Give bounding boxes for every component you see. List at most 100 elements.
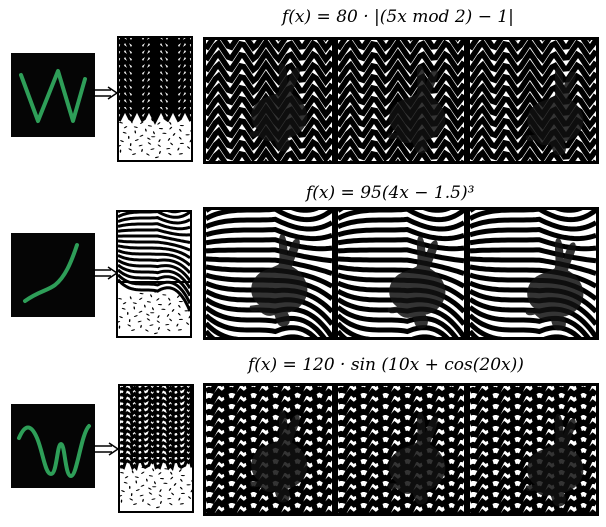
stripe-line	[118, 254, 190, 275]
stripe-line	[206, 305, 327, 337]
stripe-pattern-row-3	[120, 386, 192, 509]
formula-row-3: f(x) = 120 · sin (10x + cos(20x))	[248, 355, 524, 375]
stripe-line	[338, 40, 464, 54]
stripe-line	[206, 419, 332, 440]
stripe-line	[206, 408, 332, 429]
stripe-line	[338, 305, 459, 337]
rabbit-silhouette-icon	[249, 409, 308, 503]
stripe-line	[338, 210, 464, 223]
stripe-line	[340, 147, 464, 161]
stripe-line	[118, 222, 190, 231]
function-curve-icon	[23, 243, 79, 303]
scattered-subject-icon	[119, 114, 191, 159]
stripe-line	[118, 249, 190, 267]
stripe-line	[119, 98, 191, 118]
scattered-subject-icon	[120, 464, 192, 509]
stripe-line	[470, 386, 592, 396]
stripe-line	[470, 40, 596, 65]
stripe-line	[338, 81, 464, 109]
stripe-line	[118, 258, 190, 282]
function-curve-icon	[19, 69, 87, 123]
stripe-line	[470, 210, 596, 223]
result-panel-row-1-c	[467, 37, 599, 164]
stripe-line	[338, 430, 464, 451]
result-panel-row-1-b	[335, 37, 467, 164]
stripe-line	[470, 247, 596, 264]
pattern-preview-row-2	[116, 210, 192, 338]
stripe-line	[206, 256, 332, 276]
stripe-line	[119, 63, 191, 83]
rabbit-silhouette-icon	[525, 413, 584, 507]
stripe-line	[472, 147, 596, 161]
scattered-subject-icon	[118, 290, 190, 335]
stripe-line	[206, 40, 332, 65]
stripe-line	[206, 386, 328, 396]
function-plot-row-3	[11, 404, 95, 488]
stripe-line	[206, 40, 332, 54]
stripe-line	[470, 226, 596, 242]
stripe-line	[338, 40, 464, 65]
stripe-line	[118, 216, 190, 225]
stripe-line	[470, 48, 596, 76]
stripe-line	[470, 441, 596, 462]
stripe-line	[470, 216, 596, 232]
stripe-pattern-row-1	[119, 38, 191, 159]
stripe-line	[338, 256, 464, 276]
stripe-pattern-row-2	[118, 212, 190, 335]
stripe-line	[470, 59, 596, 87]
stripe-line	[206, 237, 332, 252]
stripe-line	[206, 216, 332, 232]
stripe-line	[206, 496, 332, 513]
stripe-line	[338, 386, 464, 407]
stripe-line	[119, 84, 191, 104]
stripe-line	[206, 386, 332, 407]
stripe-line	[206, 70, 332, 98]
rabbit-silhouette-icon	[387, 65, 446, 154]
stripe-line	[206, 210, 332, 223]
stripe-line	[470, 40, 596, 54]
stripe-line	[470, 485, 596, 506]
stripe-line	[470, 430, 596, 451]
stripe-line	[470, 92, 596, 120]
stripe-line	[470, 408, 596, 429]
stripe-line	[206, 136, 332, 161]
stripe-line	[206, 397, 332, 418]
double-arrow-right-icon	[94, 442, 120, 456]
function-plot-row-1	[11, 53, 95, 137]
formula-row-1: f(x) = 80 · |(5x mod 2) − 1|	[282, 7, 514, 27]
stripe-line	[118, 239, 190, 252]
stripe-line	[338, 59, 464, 87]
stripe-line	[338, 441, 464, 462]
stripe-line	[470, 136, 596, 161]
stripe-line	[338, 136, 464, 161]
stripe-line	[119, 38, 191, 48]
rabbit-silhouette-icon	[387, 235, 446, 329]
stripe-line	[118, 228, 190, 237]
stripe-line	[206, 430, 332, 451]
rabbit-silhouette-icon	[525, 237, 584, 331]
stripe-line	[338, 48, 464, 76]
stripe-line	[470, 81, 596, 109]
double-arrow-right-icon	[93, 86, 119, 100]
result-panel-row-3-c	[467, 383, 599, 516]
result-panel-row-3-b	[335, 383, 467, 516]
stripe-line	[338, 247, 464, 264]
stripe-line	[119, 42, 191, 62]
stripe-line	[118, 278, 190, 312]
pattern-preview-row-1	[117, 36, 193, 162]
function-plot-row-2	[11, 233, 95, 317]
stripe-line	[470, 397, 596, 418]
stripe-line	[206, 81, 332, 109]
stripe-line	[119, 105, 191, 125]
result-panel-row-2-b	[335, 207, 467, 340]
stripe-line	[338, 226, 464, 242]
stripe-line	[208, 147, 332, 161]
rabbit-silhouette-icon	[249, 63, 308, 152]
stripe-line	[206, 247, 332, 264]
stripe-line	[470, 313, 582, 337]
stripe-line	[338, 313, 450, 337]
stripe-line	[119, 49, 191, 69]
stripe-line	[338, 264, 464, 289]
stripe-line	[470, 305, 591, 337]
result-panel-row-1-a	[203, 37, 335, 164]
